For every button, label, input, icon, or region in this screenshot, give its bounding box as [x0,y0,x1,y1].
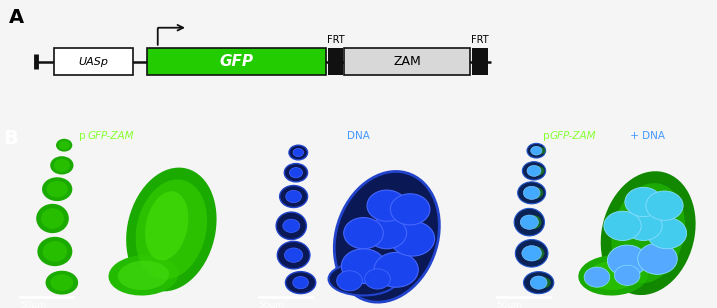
Ellipse shape [42,177,72,201]
Ellipse shape [277,241,310,269]
Ellipse shape [579,255,648,296]
Circle shape [625,187,663,217]
Circle shape [367,217,407,249]
Bar [472,48,488,75]
Ellipse shape [612,183,685,283]
Circle shape [531,276,547,289]
Circle shape [522,245,541,261]
Ellipse shape [37,237,72,266]
Ellipse shape [514,209,544,236]
Ellipse shape [285,272,315,294]
Ellipse shape [529,187,543,198]
Text: UASp: UASp [78,57,108,67]
Circle shape [285,248,303,262]
Circle shape [390,194,430,225]
Circle shape [607,245,647,276]
Text: p: p [79,131,85,140]
Ellipse shape [533,166,544,176]
Ellipse shape [523,272,554,294]
Ellipse shape [280,185,308,208]
Bar [344,48,470,75]
Ellipse shape [334,172,440,302]
Circle shape [604,211,641,241]
Circle shape [282,219,300,233]
Circle shape [646,191,683,220]
Circle shape [343,217,384,249]
Circle shape [584,267,609,287]
Circle shape [521,215,538,229]
Text: GFP-ZAM: GFP-ZAM [87,131,134,140]
Ellipse shape [528,246,544,260]
Text: p: p [543,131,550,140]
Text: B: B [3,129,18,148]
Circle shape [290,168,303,178]
Circle shape [527,165,541,176]
Ellipse shape [536,147,546,154]
Ellipse shape [54,159,70,172]
Bar [147,48,326,75]
Ellipse shape [50,274,73,291]
Text: FRT: FRT [327,35,344,45]
Circle shape [367,190,407,221]
Text: GFP: GFP [219,54,254,69]
Text: DNA: DNA [348,131,370,140]
Circle shape [341,249,386,284]
Ellipse shape [41,208,64,229]
Ellipse shape [46,271,78,294]
Circle shape [337,271,362,291]
Ellipse shape [289,145,308,160]
Ellipse shape [328,262,399,295]
Ellipse shape [50,156,74,175]
Circle shape [293,148,303,157]
Ellipse shape [518,182,546,204]
Ellipse shape [42,241,67,262]
Ellipse shape [118,261,169,290]
Circle shape [531,146,542,155]
Ellipse shape [126,168,217,291]
Ellipse shape [36,204,69,233]
Circle shape [293,277,308,289]
Ellipse shape [56,139,72,152]
Ellipse shape [536,277,551,288]
Circle shape [625,211,663,241]
Text: FRT: FRT [471,35,488,45]
Circle shape [647,217,687,249]
Ellipse shape [588,261,639,290]
Text: A: A [9,8,24,27]
Text: 50μm: 50μm [497,301,523,308]
Text: 50μm: 50μm [20,301,46,308]
Ellipse shape [284,164,308,182]
Circle shape [374,252,418,287]
Circle shape [365,269,390,289]
Circle shape [637,243,678,274]
Text: GFP-ZAM: GFP-ZAM [549,131,596,140]
Ellipse shape [108,255,179,296]
Text: 50μm: 50μm [259,301,285,308]
Ellipse shape [276,212,306,240]
Ellipse shape [145,191,189,260]
Circle shape [286,190,301,203]
Ellipse shape [526,215,541,229]
Circle shape [614,265,640,286]
Ellipse shape [516,240,548,267]
Ellipse shape [522,162,546,180]
Bar [328,48,343,75]
Ellipse shape [59,141,70,150]
Text: ZAM: ZAM [393,55,421,68]
Circle shape [523,186,540,200]
Text: + DNA: + DNA [627,131,665,140]
Ellipse shape [136,180,207,280]
Circle shape [390,221,435,256]
Ellipse shape [601,171,695,295]
Ellipse shape [527,143,546,158]
Bar [54,48,133,75]
Ellipse shape [47,181,68,197]
